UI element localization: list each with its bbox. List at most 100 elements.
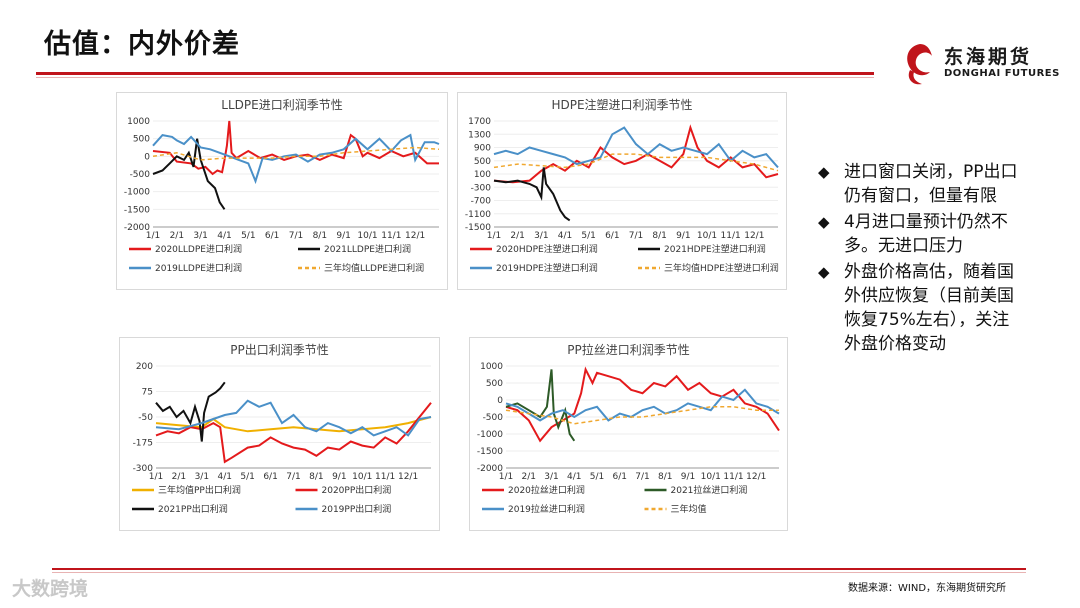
diamond-bullet-icon: ◆ bbox=[818, 163, 830, 181]
x-tick-label: 1/1 bbox=[487, 231, 501, 241]
y-tick-label: -2000 bbox=[124, 223, 150, 233]
y-tick-label: -1100 bbox=[465, 210, 491, 220]
x-tick-label: 11/1 bbox=[375, 472, 395, 482]
series-line bbox=[493, 167, 571, 222]
x-tick-label: 1/1 bbox=[499, 472, 513, 482]
bullet-text: 外盘价格高估，随着国外供应恢复（目前美国恢复75%左右），关注外盘价格变动 bbox=[844, 262, 1014, 354]
footer-divider bbox=[52, 568, 1026, 570]
x-tick-label: 12/1 bbox=[405, 231, 425, 241]
series-line bbox=[152, 146, 440, 161]
x-tick-label: 11/1 bbox=[723, 472, 743, 482]
legend-label: 2020PP出口利润 bbox=[322, 484, 392, 496]
x-tick-label: 8/1 bbox=[309, 472, 323, 482]
x-tick-label: 8/1 bbox=[652, 231, 666, 241]
x-tick-label: 7/1 bbox=[289, 231, 303, 241]
legend-label: 2021HDPE注塑进口利润 bbox=[664, 243, 766, 255]
y-tick-label: -50 bbox=[138, 413, 153, 423]
chart-pp-raffia-import: PP拉丝进口利润季节性 1000 500 0 -500 -1000 -1500 -2000 1/… bbox=[469, 337, 788, 531]
x-tick-label: 4/1 bbox=[217, 231, 231, 241]
y-tick-label: -500 bbox=[483, 413, 504, 423]
logo-name-en: DONGHAI FUTURES bbox=[944, 68, 1060, 79]
series-line bbox=[155, 381, 226, 442]
page-title: 估值：内外价差 bbox=[44, 29, 240, 60]
y-tick-label: 75 bbox=[142, 388, 153, 398]
footer-divider-thin bbox=[52, 572, 1026, 573]
x-tick-label: 9/1 bbox=[676, 231, 690, 241]
x-tick-label: 10/1 bbox=[352, 472, 372, 482]
bullet-item: ◆ 4月进口量预计仍然不多。无进口压力 bbox=[818, 210, 1018, 258]
x-tick-label: 4/1 bbox=[218, 472, 232, 482]
y-tick-label: -1500 bbox=[465, 223, 491, 233]
x-tick-label: 7/1 bbox=[635, 472, 649, 482]
series-line bbox=[493, 153, 779, 172]
legend-label: 2019PP出口利润 bbox=[322, 503, 392, 515]
legend-label: 三年均值LLDPE进口利润 bbox=[324, 262, 424, 274]
chart-title: HDPE注塑进口利润季节性 bbox=[551, 97, 692, 112]
series-line bbox=[152, 138, 226, 210]
y-tick-label: -2000 bbox=[477, 464, 503, 474]
y-tick-label: 500 bbox=[474, 157, 491, 167]
chart-svg: PP拉丝进口利润季节性 1000 500 0 -500 -1000 -1500 -20001/… bbox=[477, 342, 780, 515]
data-source: 数据来源：WIND，东海期货研究所 bbox=[848, 583, 1007, 594]
x-tick-label: 3/1 bbox=[193, 231, 207, 241]
x-tick-label: 11/1 bbox=[381, 231, 401, 241]
series-line bbox=[505, 366, 780, 443]
y-tick-label: -500 bbox=[130, 170, 151, 180]
x-tick-label: 10/1 bbox=[697, 231, 717, 241]
x-tick-label: 11/1 bbox=[721, 231, 741, 241]
logo-name-cn: 东海期货 bbox=[944, 46, 1033, 68]
series-line bbox=[152, 120, 439, 176]
y-tick-label: -1500 bbox=[477, 447, 503, 457]
x-tick-label: 5/1 bbox=[590, 472, 604, 482]
legend-label: 2021拉丝进口利润 bbox=[671, 484, 748, 496]
bullet-text: 进口窗口关闭，PP出口仍有窗口，但量有限 bbox=[844, 162, 1018, 206]
legend-label: 2020LLDPE进口利润 bbox=[155, 243, 242, 255]
x-tick-label: 9/1 bbox=[681, 472, 695, 482]
diamond-bullet-icon: ◆ bbox=[818, 213, 830, 231]
x-tick-label: 1/1 bbox=[149, 472, 163, 482]
x-tick-label: 10/1 bbox=[357, 231, 377, 241]
series-line bbox=[505, 369, 576, 442]
chart-lldpe-import: LLDPE进口利润季节性 1000 500 0 -500 -1000 -1500 -2000 1… bbox=[116, 92, 448, 290]
x-tick-label: 8/1 bbox=[313, 231, 327, 241]
x-tick-label: 6/1 bbox=[613, 472, 627, 482]
series-line bbox=[155, 399, 432, 437]
x-tick-label: 12/1 bbox=[398, 472, 418, 482]
x-tick-label: 3/1 bbox=[195, 472, 209, 482]
y-tick-label: 1000 bbox=[480, 362, 503, 372]
y-tick-label: -700 bbox=[471, 197, 492, 207]
x-tick-label: 2/1 bbox=[510, 231, 524, 241]
legend-label: 2021PP出口利润 bbox=[158, 503, 228, 515]
bullet-item: ◆ 外盘价格高估，随着国外供应恢复（目前美国恢复75%左右），关注外盘价格变动 bbox=[818, 260, 1018, 356]
x-tick-label: 7/1 bbox=[286, 472, 300, 482]
diamond-bullet-icon: ◆ bbox=[818, 263, 830, 281]
x-tick-label: 10/1 bbox=[701, 472, 721, 482]
x-tick-label: 9/1 bbox=[336, 231, 350, 241]
legend-label: 三年均值HDPE注塑进口利润 bbox=[664, 262, 779, 274]
series-line bbox=[152, 133, 440, 185]
legend-label: 2019LLDPE进口利润 bbox=[155, 262, 242, 274]
x-tick-label: 4/1 bbox=[558, 231, 572, 241]
legend-label: 三年均值 bbox=[671, 503, 707, 515]
x-tick-label: 2/1 bbox=[170, 231, 184, 241]
x-tick-label: 7/1 bbox=[629, 231, 643, 241]
x-tick-label: 2/1 bbox=[172, 472, 186, 482]
x-tick-label: 12/1 bbox=[744, 231, 764, 241]
y-tick-label: -1000 bbox=[124, 188, 150, 198]
x-tick-label: 5/1 bbox=[581, 231, 595, 241]
watermark-text: 大数跨境 bbox=[12, 578, 89, 600]
chart-title: LLDPE进口利润季节性 bbox=[221, 98, 342, 112]
x-tick-label: 6/1 bbox=[265, 231, 279, 241]
chart-title: PP出口利润季节性 bbox=[230, 343, 328, 357]
y-tick-label: 900 bbox=[474, 144, 491, 154]
x-tick-label: 5/1 bbox=[241, 231, 255, 241]
x-tick-label: 6/1 bbox=[263, 472, 277, 482]
y-tick-label: 1700 bbox=[468, 117, 491, 127]
header-divider-thin bbox=[36, 77, 874, 78]
dragon-logo-icon bbox=[907, 44, 932, 85]
bullet-list: ◆ 进口窗口关闭，PP出口仍有窗口，但量有限 ◆ 4月进口量预计仍然不多。无进口… bbox=[818, 160, 1018, 358]
y-tick-label: -175 bbox=[133, 439, 153, 449]
x-tick-label: 5/1 bbox=[240, 472, 254, 482]
y-tick-label: 0 bbox=[497, 396, 503, 406]
y-tick-label: 0 bbox=[144, 152, 150, 162]
